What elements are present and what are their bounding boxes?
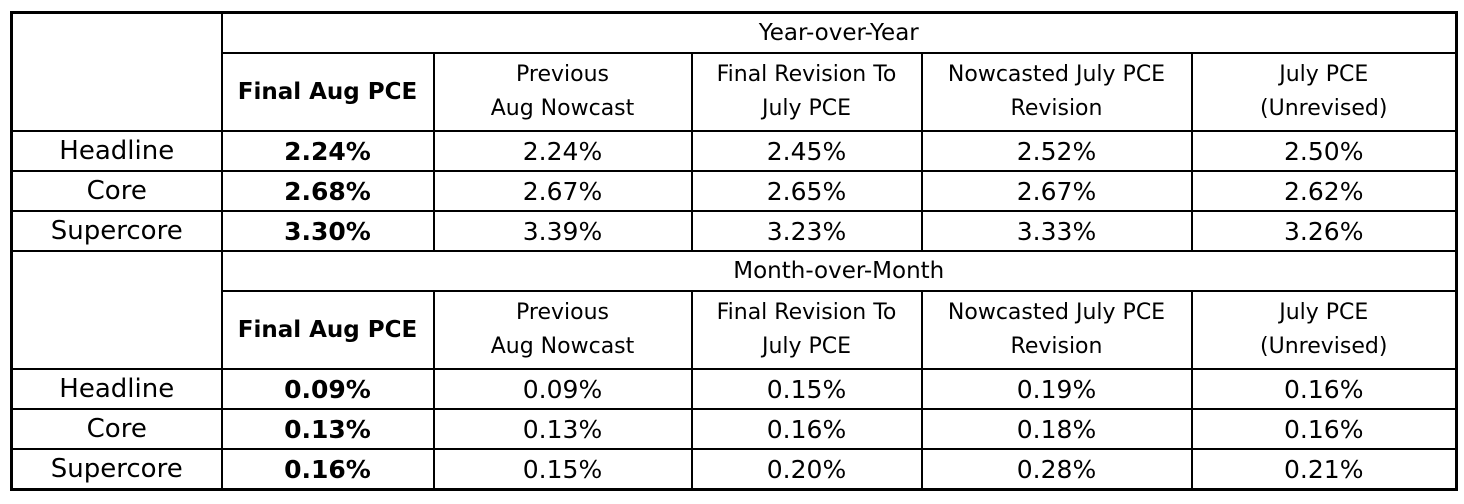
value-cell: 0.09% (432, 368, 693, 410)
blank-corner (10, 250, 223, 370)
data-row: Core 0.13% 0.13% 0.16% 0.18% 0.16% (10, 408, 1458, 450)
group-title: Year-over-Year (220, 11, 1458, 54)
column-header: Nowcasted July PCE Revision (920, 52, 1193, 132)
value-cell: 2.67% (920, 170, 1193, 212)
value-cell: 0.20% (690, 448, 923, 491)
value-cell: 3.30% (220, 210, 435, 252)
value-cell: 0.21% (1190, 448, 1458, 491)
value-cell: 2.68% (220, 170, 435, 212)
value-cell: 0.15% (690, 368, 923, 410)
value-cell: 0.28% (920, 448, 1193, 491)
value-cell: 0.09% (220, 368, 435, 410)
column-header: Previous Aug Nowcast (432, 290, 693, 370)
value-cell: 2.65% (690, 170, 923, 212)
value-cell: 2.62% (1190, 170, 1458, 212)
data-row: Headline 0.09% 0.09% 0.15% 0.19% 0.16% (10, 368, 1458, 410)
data-row: Headline 2.24% 2.24% 2.45% 2.52% 2.50% (10, 130, 1458, 172)
group-header-row: Month-over-Month (10, 250, 1458, 370)
value-cell: 3.23% (690, 210, 923, 252)
value-cell: 0.18% (920, 408, 1193, 450)
value-cell: 0.13% (220, 408, 435, 450)
value-cell: 0.16% (1190, 368, 1458, 410)
pce-table: Year-over-Year Final Aug PCE Previous Aug … (10, 11, 1458, 491)
value-cell: 2.24% (220, 130, 435, 172)
column-header-row: Final Aug PCE Previous Aug Nowcast Final R… (12, 52, 1458, 132)
table-container: Year-over-Year Final Aug PCE Previous Aug … (10, 11, 1458, 491)
value-cell: 0.13% (432, 408, 693, 450)
value-cell: 2.45% (690, 130, 923, 172)
row-label: Core (10, 170, 223, 212)
value-cell: 0.15% (432, 448, 693, 491)
value-cell: 2.52% (920, 130, 1193, 172)
data-row: Supercore 3.30% 3.39% 3.23% 3.33% 3.26% (10, 210, 1458, 252)
value-cell: 0.19% (920, 368, 1193, 410)
row-label: Headline (10, 130, 223, 172)
column-header: Final Aug PCE (220, 290, 435, 370)
column-header: Final Revision To July PCE (690, 290, 923, 370)
value-cell: 0.16% (220, 448, 435, 491)
value-cell: 3.33% (920, 210, 1193, 252)
column-header: Final Aug PCE (220, 52, 435, 132)
value-cell: 3.39% (432, 210, 693, 252)
data-row: Supercore 0.16% 0.15% 0.20% 0.28% 0.21% (10, 448, 1458, 491)
column-header: Final Revision To July PCE (690, 52, 923, 132)
value-cell: 0.16% (690, 408, 923, 450)
value-cell: 2.24% (432, 130, 693, 172)
column-header: Nowcasted July PCE Revision (920, 290, 1193, 370)
row-label: Supercore (10, 210, 223, 252)
value-cell: 2.67% (432, 170, 693, 212)
column-header: Previous Aug Nowcast (432, 52, 693, 132)
data-row: Core 2.68% 2.67% 2.65% 2.67% 2.62% (10, 170, 1458, 212)
value-cell: 2.50% (1190, 130, 1458, 172)
column-header: July PCE (Unrevised) (1190, 52, 1458, 132)
row-label: Core (10, 408, 223, 450)
group-title: Month-over-Month (220, 250, 1458, 292)
value-cell: 3.26% (1190, 210, 1458, 252)
blank-corner (10, 11, 223, 132)
column-header: July PCE (Unrevised) (1190, 290, 1458, 370)
row-label: Supercore (10, 448, 223, 491)
column-header-row: Final Aug PCE Previous Aug Nowcast Final R… (12, 290, 1458, 370)
group-header-row: Year-over-Year (10, 11, 1458, 132)
value-cell: 0.16% (1190, 408, 1458, 450)
row-label: Headline (10, 368, 223, 410)
